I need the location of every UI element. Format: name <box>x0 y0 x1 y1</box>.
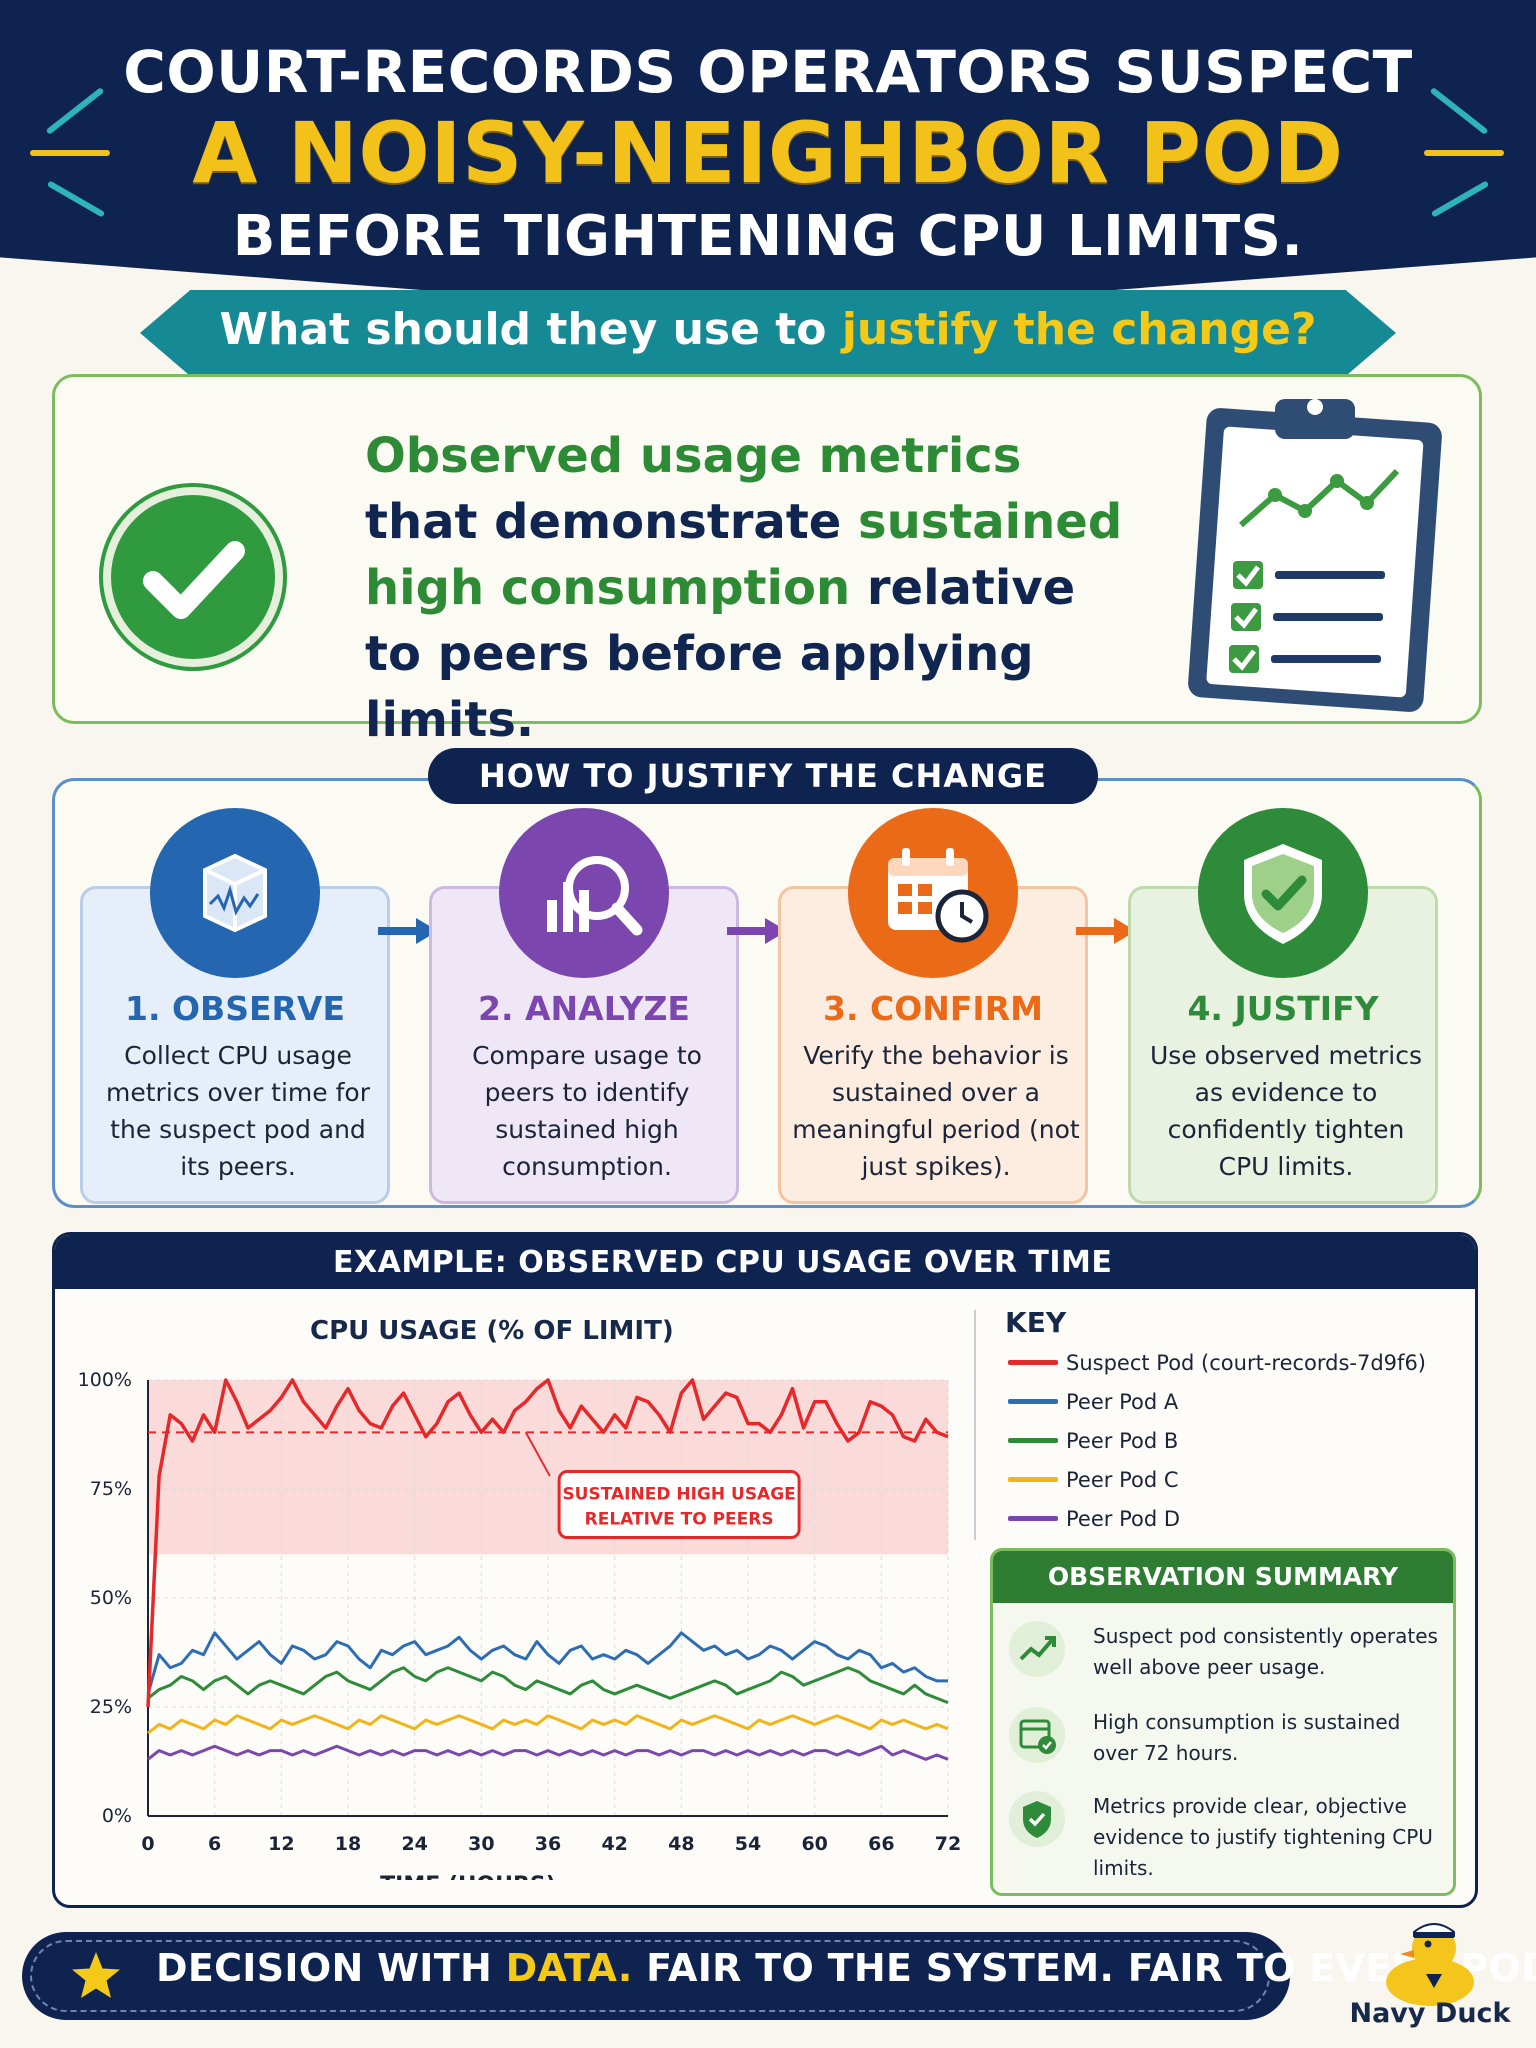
x-tick-label: 12 <box>268 1833 294 1855</box>
x-tick-label: 54 <box>735 1833 761 1855</box>
shield-check-icon <box>1009 1791 1065 1847</box>
x-tick-label: 60 <box>801 1833 827 1855</box>
example-header: EXAMPLE: OBSERVED CPU USAGE OVER TIME <box>55 1235 1475 1289</box>
observation-text: High consumption is sustained over 72 ho… <box>1093 1710 1401 1765</box>
annotation-box <box>557 1470 801 1540</box>
y-tick-label: 0% <box>102 1805 132 1827</box>
y-tick-label: 75% <box>90 1478 132 1500</box>
x-tick-label: 72 <box>935 1833 961 1855</box>
step-description: Verify the behavior is sustained over a … <box>792 1041 1080 1181</box>
trend-up-icon <box>1009 1621 1065 1677</box>
step-heading: 1. OBSERVE <box>125 989 345 1028</box>
cpu-usage-chart: 0 6 12 18 24 30 36 42 48 54 60 66 72 0% 25% 50% 75% 100% S… <box>78 1369 962 1880</box>
steps-title: HOW TO JUSTIFY THE CHANGE <box>428 748 1098 804</box>
step-description: Compare usage to peers to identify susta… <box>472 1041 702 1181</box>
check-icon <box>103 487 283 667</box>
step-description: Use observed metrics as evidence to conf… <box>1149 1041 1423 1181</box>
observation-text: Metrics provide clear, objective evidenc… <box>1093 1794 1433 1880</box>
observation-text: Suspect pod consistently operates well a… <box>1093 1624 1438 1679</box>
y-tick-label: 25% <box>90 1696 132 1718</box>
divider <box>974 1310 976 1540</box>
x-tick-label: 18 <box>335 1833 361 1855</box>
footer-slogan: DECISION WITH DATA. FAIR TO THE SYSTEM. … <box>156 1946 1536 1990</box>
x-tick-label: 66 <box>868 1833 894 1855</box>
y-tick-label: 100% <box>78 1369 132 1391</box>
legend-label: Peer Pod B <box>1066 1429 1179 1453</box>
legend-label: Peer Pod C <box>1066 1468 1179 1492</box>
series-line-suspect <box>146 1378 949 1708</box>
legend-label: Peer Pod A <box>1066 1390 1179 1414</box>
x-tick-label: 30 <box>468 1833 494 1855</box>
calendar-clock-icon <box>848 808 1018 978</box>
observation-summary: OBSERVATION SUMMARY Suspect pod consiste… <box>990 1548 1456 1896</box>
calendar-check-icon <box>1009 1707 1065 1763</box>
title-line-1: COURT-RECORDS OPERATORS SUSPECT <box>123 38 1413 106</box>
title-line-2: A NOISY-NEIGHBOR POD <box>192 104 1344 202</box>
legend-swatch <box>1008 1438 1058 1443</box>
legend-label: Peer Pod D <box>1066 1507 1181 1531</box>
step-heading: 3. CONFIRM <box>823 989 1043 1028</box>
answer-text: Observed usage metrics that demonstrate … <box>365 428 1123 748</box>
shield-check-icon <box>1198 808 1368 978</box>
brand-name: Navy Duck <box>1349 1998 1511 2029</box>
annotation-line-2: RELATIVE TO PEERS <box>585 1510 774 1530</box>
key-title: KEY <box>1005 1306 1067 1339</box>
metrics-cube-icon <box>150 808 320 978</box>
answer-card: Observed usage metrics that demonstrate … <box>52 374 1482 748</box>
question-banner: What should they use to justify the chan… <box>140 290 1396 376</box>
x-tick-label: 48 <box>668 1833 694 1855</box>
magnifier-chart-icon <box>499 808 669 978</box>
star-icon <box>72 1952 120 1998</box>
legend-swatch <box>1008 1360 1058 1365</box>
footer-banner: DECISION WITH DATA. FAIR TO THE SYSTEM. … <box>22 1932 1536 2020</box>
arrow-right-icon <box>1076 918 1136 944</box>
legend-label: Suspect Pod (court-records-7d9f6) <box>1066 1351 1426 1375</box>
series-line-peer-1 <box>146 1631 948 1695</box>
decor-ray <box>1424 150 1504 156</box>
observation-title: OBSERVATION SUMMARY <box>993 1551 1453 1603</box>
annotation-pointer <box>524 1431 551 1477</box>
title-line-3: BEFORE TIGHTENING CPU LIMITS. <box>232 204 1304 269</box>
series-line-peer-2 <box>147 1666 949 1705</box>
clipboard-chart-icon <box>1188 399 1442 712</box>
step-heading: 2. ANALYZE <box>478 989 690 1028</box>
x-tick-label: 36 <box>535 1833 561 1855</box>
step-observe: 1. OBSERVE Collect CPU usage metrics ove… <box>80 886 390 1204</box>
header-banner <box>0 0 1536 317</box>
series-line-peer-4 <box>147 1744 949 1761</box>
arrow-right-icon <box>378 918 438 944</box>
x-tick-label: 24 <box>401 1833 427 1855</box>
x-tick-label: 42 <box>601 1833 627 1855</box>
decor-ray <box>30 150 110 156</box>
question-highlight: justify the change? <box>841 304 1317 355</box>
annotation-line-1: SUSTAINED HIGH USAGE <box>562 1485 795 1505</box>
x-tick-label: 0 <box>141 1833 154 1855</box>
step-description: Collect CPU usage metrics over time for … <box>106 1041 370 1181</box>
duck-sailor-icon <box>1386 1923 1474 2006</box>
legend-swatch <box>1008 1477 1058 1482</box>
chart-title: CPU USAGE (% OF LIMIT) <box>310 1316 674 1346</box>
x-axis-label: TIME (HOURS) <box>380 1873 556 1880</box>
footer-border <box>30 1940 1270 2012</box>
x-tick-label: 6 <box>208 1833 221 1855</box>
legend-swatch <box>1008 1516 1058 1521</box>
y-tick-label: 50% <box>90 1587 132 1609</box>
step-heading: 4. JUSTIFY <box>1187 989 1379 1028</box>
legend-swatch <box>1008 1399 1058 1404</box>
arrow-right-icon <box>727 918 787 944</box>
series-line-peer-3 <box>147 1714 949 1735</box>
question-text: What should they use to justify the chan… <box>219 304 1317 355</box>
